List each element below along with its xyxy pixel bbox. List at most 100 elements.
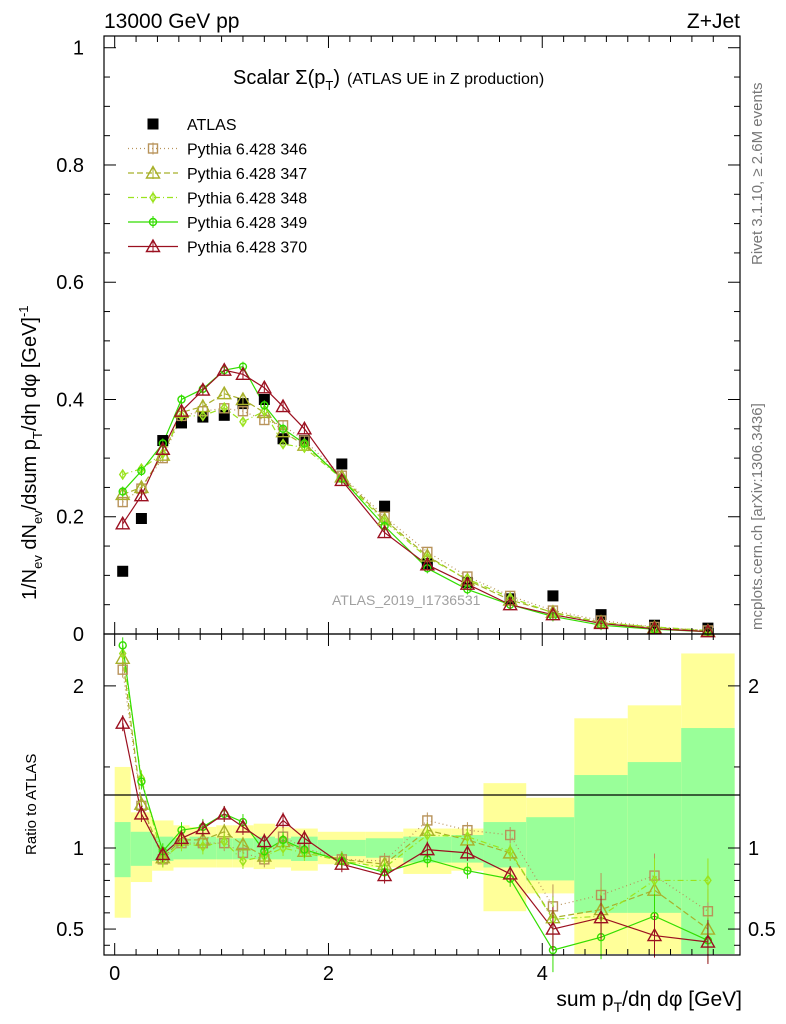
- xlabel-b: /dη dφ [GeV]: [622, 988, 742, 1011]
- watermark: ATLAS_2019_I1736531: [332, 592, 481, 608]
- data-point: [296, 420, 313, 435]
- ylabel-c-sub: T: [30, 431, 45, 439]
- data-point: [199, 410, 207, 422]
- ratio-point: [376, 867, 393, 882]
- ylabel-d-sup: -1: [16, 305, 31, 317]
- chart-title-sub: T: [325, 78, 333, 93]
- data-point: [137, 466, 146, 476]
- data-point: [135, 513, 147, 525]
- ratio-point: [133, 806, 150, 820]
- data-point: [173, 403, 190, 417]
- ratio-point: [278, 835, 288, 845]
- ratio-point: [463, 830, 472, 843]
- ratio-point: [419, 841, 436, 856]
- ylabel-a: 1/N: [19, 569, 41, 600]
- ratio-point: [155, 846, 171, 861]
- ratio-band-green: [114, 822, 131, 878]
- ratio-y-tick-label-right: 2: [748, 676, 759, 698]
- ratio-point: [137, 777, 146, 786]
- ratio-point: [177, 837, 186, 849]
- data-point: [133, 487, 150, 502]
- ratio-point: [650, 874, 659, 887]
- ratio-band-green: [130, 831, 153, 866]
- ratio-point: [423, 829, 432, 841]
- ratio-point: [195, 820, 211, 835]
- ratio-band-green: [483, 822, 527, 868]
- data-point: [195, 382, 211, 396]
- ratio-point: [646, 927, 663, 942]
- ratio-y-axis-label: Ratio to ATLAS: [23, 754, 40, 855]
- mcplots-note: mcplots.cern.ch [arXiv:1306.3436]: [749, 403, 766, 630]
- data-point: [334, 472, 350, 487]
- data-point: [279, 438, 287, 450]
- legend-label: Pythia 6.428 349: [187, 215, 307, 232]
- ratio-series-markers: [115, 637, 716, 973]
- chart-title-main: Scalar Σ(p: [233, 67, 325, 89]
- legend-label: Pythia 6.428 370: [187, 240, 307, 257]
- data-point: [459, 576, 476, 590]
- main-y-tick-labels: 0 0.2 0.4 0.6 0.8 1: [56, 38, 84, 646]
- ylabel-a-sub: ev: [30, 555, 45, 569]
- data-point: [175, 417, 187, 429]
- ratio-point: [118, 647, 127, 660]
- ratio-point: [115, 715, 131, 729]
- header-left: 13000 GeV pp: [104, 10, 239, 33]
- x-tick-label: 4: [537, 963, 548, 985]
- ylabel-d: /dη dφ [GeV]: [19, 317, 41, 431]
- data-point: [235, 366, 251, 380]
- data-point: [216, 362, 232, 376]
- ratio-point: [504, 829, 516, 841]
- legend-label: Pythia 6.428 347: [187, 166, 307, 183]
- legend-item: Pythia 6.428 348: [128, 191, 307, 208]
- main-y-axis-label: 1/Nev dNev/dsum pT/dη dφ [GeV]-1: [16, 305, 45, 600]
- ylabel-b: dN: [19, 524, 41, 555]
- chart-title: Scalar Σ(pT) (ATLAS UE in Z production): [233, 67, 544, 93]
- data-point: [278, 424, 288, 434]
- legend-marker: [145, 238, 161, 253]
- ratio-band-green: [317, 839, 366, 857]
- data-point: [256, 379, 273, 394]
- ratio-point: [275, 812, 291, 827]
- legend-label: Pythia 6.428 348: [187, 191, 307, 208]
- data-point: [336, 458, 348, 470]
- data-point: [235, 391, 251, 406]
- ratio-y-tick-label: 2: [73, 676, 84, 698]
- data-point: [260, 401, 269, 410]
- legend-label: ATLAS: [187, 117, 237, 134]
- legend: ATLAS Pythia 6.428 346 Pythia 6.428 347 Pyt…: [128, 117, 307, 257]
- ratio-uncertainty-bands: [114, 653, 735, 954]
- data-point: [275, 398, 291, 413]
- ratio-point: [545, 921, 561, 935]
- data-point: [300, 439, 309, 448]
- ratio-y-tick-label: 0.5: [56, 919, 84, 941]
- data-point: [177, 410, 186, 422]
- xlabel-a: sum p: [556, 988, 613, 1011]
- ratio-point: [235, 836, 251, 851]
- ylabel-b-sub: ev: [30, 510, 45, 524]
- plot-frame: [103, 633, 741, 956]
- main-panel: ATLAS_2019_I1736531 0 0.2 0.4 0.6 0.8 1 Scala…: [16, 35, 741, 646]
- ratio-y-tick-label: 1: [73, 838, 84, 860]
- data-point: [260, 405, 269, 417]
- legend-item: Pythia 6.428 346: [128, 142, 307, 159]
- data-point: [220, 401, 229, 414]
- x-tick-labels: 0 2 4: [109, 963, 548, 985]
- data-point: [117, 565, 129, 577]
- y-tick-label: 0.6: [56, 272, 84, 294]
- ratio-panel: 0.5 0.5 1 1 2 2 0 2 4 Ratio to ATLAS sum pT/dη …: [23, 622, 776, 1015]
- data-point: [258, 393, 270, 405]
- ratio-point: [235, 819, 251, 833]
- ratio-band-green: [526, 817, 575, 881]
- ratio-band-green: [365, 838, 404, 858]
- rivet-note: Rivet 3.1.10, ≥ 2.6M events: [749, 83, 766, 266]
- data-point: [158, 447, 167, 460]
- xlabel-a-sub: T: [614, 999, 623, 1015]
- ratio-point: [256, 833, 273, 848]
- ratio-point: [239, 855, 247, 867]
- ratio-point: [173, 830, 190, 844]
- ratio-point: [502, 866, 518, 880]
- ratio-point: [216, 806, 232, 820]
- data-point: [118, 468, 127, 481]
- x-axis-label: sum pT/dη dφ [GeV]: [556, 988, 742, 1015]
